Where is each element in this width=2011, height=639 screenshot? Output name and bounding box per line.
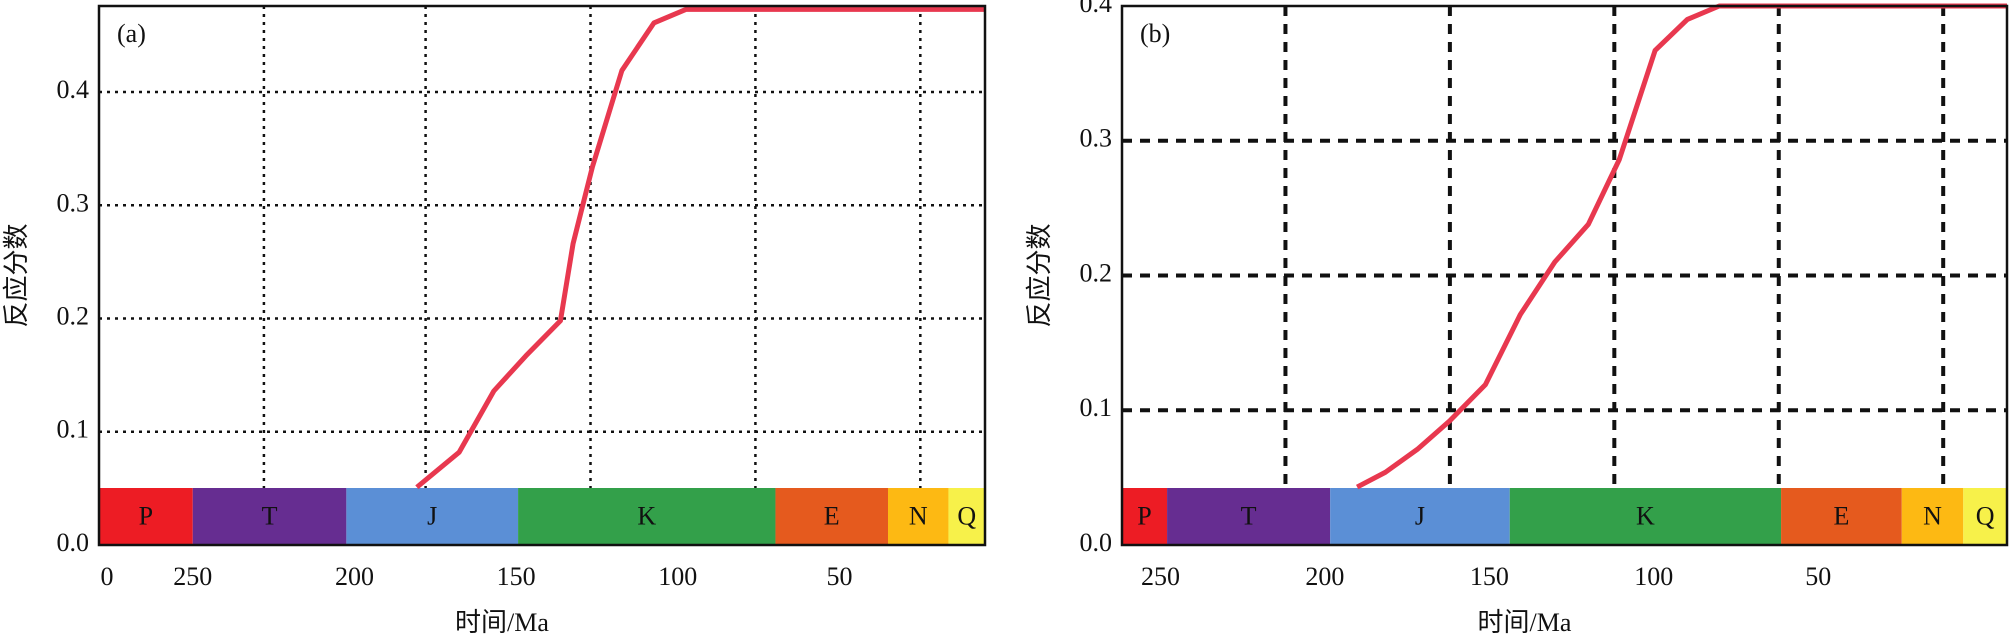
period-band [948, 488, 985, 545]
y-tick-label: 0.4 [57, 75, 90, 104]
y-tick-label: 0.1 [1080, 393, 1113, 422]
period-band [887, 488, 949, 545]
period-band [192, 488, 347, 545]
y-tick-label: 0.4 [1080, 0, 1113, 18]
period-label: N [909, 501, 928, 530]
period-band [1122, 488, 1168, 545]
x-axis-label: 时间/Ma [455, 608, 549, 637]
period-label: Q [957, 501, 976, 530]
period-label: T [1241, 501, 1257, 530]
period-label: E [1833, 501, 1849, 530]
x-tick-label: 200 [335, 562, 374, 591]
y-tick-label: 0.0 [57, 528, 90, 557]
y-axis-label: 反应分数 [1025, 223, 1054, 327]
panel-label: (b) [1140, 19, 1170, 48]
plot-frame [1120, 4, 2009, 547]
plot-frame [97, 4, 987, 547]
period-band [1781, 488, 1902, 545]
x-tick-label: 100 [1634, 562, 1673, 591]
period-band [1330, 488, 1510, 545]
y-tick-label: 0.2 [57, 301, 90, 330]
x-tick-label: 250 [1141, 562, 1180, 591]
y-tick-label: 0.2 [1080, 258, 1113, 287]
x-tick-label: 150 [497, 562, 536, 591]
x-tick-label: 0 [101, 562, 114, 591]
period-label: J [1415, 501, 1425, 530]
period-label: T [262, 501, 278, 530]
y-tick-label: 0.3 [57, 188, 90, 217]
period-band [518, 488, 776, 545]
period-band [99, 488, 193, 545]
period-label: K [1636, 501, 1655, 530]
x-tick-label: 150 [1470, 562, 1509, 591]
period-label: E [824, 501, 840, 530]
period-label: Q [1976, 501, 1995, 530]
period-band [346, 488, 519, 545]
data-line [415, 6, 985, 490]
x-tick-label: 250 [173, 562, 212, 591]
x-tick-label: 100 [658, 562, 697, 591]
y-tick-label: 0.0 [1080, 528, 1113, 557]
x-axis-label: 时间/Ma [1478, 608, 1572, 637]
period-label: P [1137, 501, 1151, 530]
data-line [1355, 3, 2007, 490]
x-tick-label: 50 [1805, 562, 1831, 591]
period-band [775, 488, 888, 545]
y-tick-label: 0.3 [1080, 124, 1113, 153]
period-label: K [637, 501, 656, 530]
y-tick-label: 0.1 [57, 415, 90, 444]
x-tick-label: 200 [1305, 562, 1344, 591]
period-band [1901, 488, 1964, 545]
panel-label: (a) [117, 19, 146, 48]
period-label: N [1923, 501, 1942, 530]
y-axis-label: 反应分数 [2, 223, 31, 327]
period-label: J [427, 501, 437, 530]
period-label: P [139, 501, 153, 530]
period-band [1963, 488, 2007, 545]
period-band [1509, 488, 1782, 545]
period-band [1167, 488, 1331, 545]
x-tick-label: 50 [826, 562, 852, 591]
